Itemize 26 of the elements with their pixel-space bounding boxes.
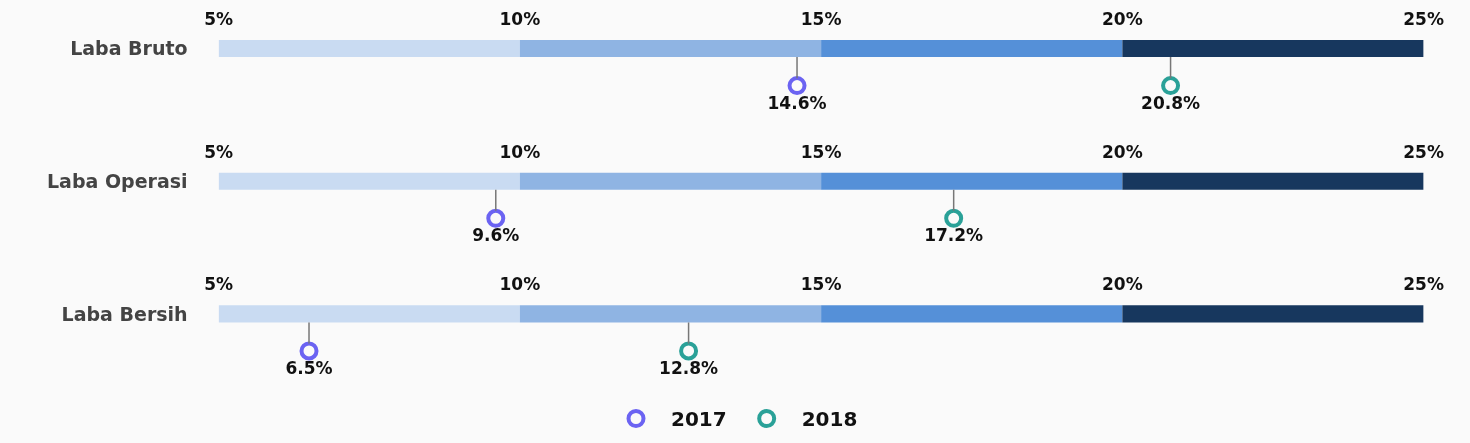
legend-label: 2018 <box>801 407 858 432</box>
x-tick-label: 15% <box>800 9 842 29</box>
y-tick-label: Laba Bersih <box>61 302 188 325</box>
x-tick-label: 15% <box>800 274 842 295</box>
data-label: 9.6% <box>472 225 520 246</box>
x-tick-label: 10% <box>499 274 541 295</box>
x-tick-label: 20% <box>1102 9 1143 29</box>
data-label: 12.8% <box>659 358 719 379</box>
data-label: 6.5% <box>285 358 333 379</box>
x-tick-label: 20% <box>1102 274 1143 295</box>
legend-label: 2017 <box>671 407 727 432</box>
y-tick-label: Laba Bruto <box>70 37 188 60</box>
x-tick-label: 25% <box>1403 274 1444 295</box>
x-tick-label: 10% <box>499 9 541 29</box>
x-tick-label: 25% <box>1403 141 1444 162</box>
x-tick-label: 5% <box>204 9 234 29</box>
x-tick-label: 20% <box>1102 141 1143 162</box>
data-label: 20.8% <box>1141 92 1201 113</box>
x-tick-label: 10% <box>499 141 541 162</box>
data-label: 14.6% <box>767 92 827 113</box>
x-tick-label: 15% <box>800 141 842 162</box>
x-tick-label: 5% <box>204 141 234 162</box>
x-tick-label: 25% <box>1403 9 1444 29</box>
y-tick-label: Laba Operasi <box>47 169 188 192</box>
x-tick-label: 5% <box>204 274 234 295</box>
data-label: 17.2% <box>924 225 984 246</box>
